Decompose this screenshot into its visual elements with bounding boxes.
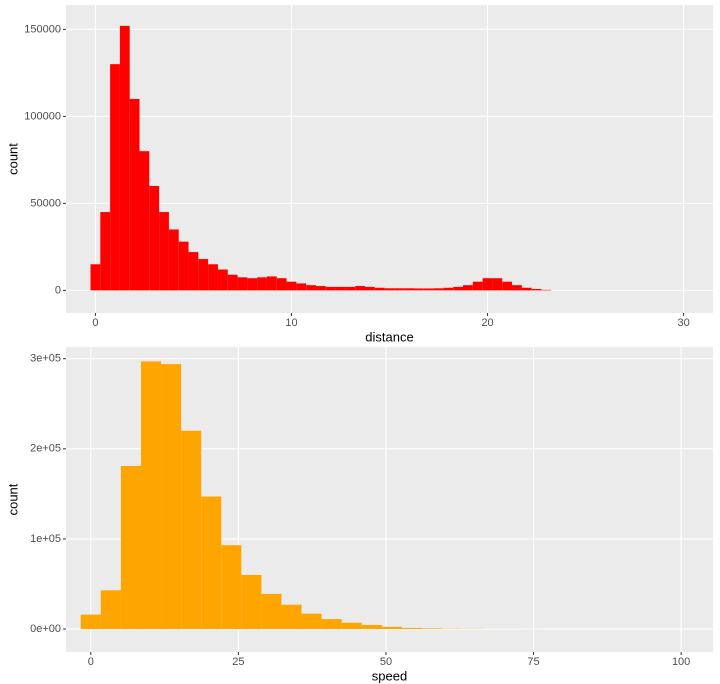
bar — [325, 286, 336, 291]
bar — [301, 613, 322, 630]
x-tick-label: 25 — [232, 656, 244, 668]
bar — [345, 286, 356, 291]
bar — [404, 288, 415, 291]
x-axis-title: distance — [365, 329, 413, 344]
bar — [296, 283, 307, 291]
bar — [335, 286, 346, 291]
bar — [423, 288, 434, 291]
x-tick-label: 50 — [380, 656, 392, 668]
bar — [541, 289, 552, 291]
bar — [227, 274, 238, 291]
bar — [531, 288, 542, 291]
bar — [237, 277, 248, 291]
bar — [394, 288, 405, 291]
bar — [221, 545, 242, 630]
bar — [178, 241, 189, 291]
bar — [119, 25, 130, 291]
bar — [181, 430, 202, 630]
x-tick-label: 10 — [285, 317, 297, 329]
bar — [276, 278, 287, 291]
y-tick-label: 2e+05 — [30, 443, 61, 455]
bar — [120, 465, 141, 630]
x-tick-label: 30 — [677, 317, 689, 329]
bar — [401, 627, 422, 630]
bar — [168, 229, 179, 291]
bar — [90, 264, 101, 291]
bar — [472, 281, 483, 291]
bar — [512, 285, 522, 291]
bar — [321, 619, 342, 630]
bar — [110, 64, 120, 291]
x-tick-label: 0 — [92, 317, 98, 329]
bar — [257, 277, 267, 291]
bar — [355, 286, 365, 291]
x-tick-label: 20 — [481, 317, 493, 329]
bar — [159, 212, 169, 291]
bar — [217, 269, 228, 291]
bar — [341, 622, 362, 630]
bar — [100, 590, 121, 630]
x-axis-title: speed — [372, 668, 407, 683]
bar — [381, 626, 402, 630]
bar — [161, 364, 182, 630]
bar — [384, 288, 395, 291]
x-tick-label: 0 — [88, 656, 94, 668]
bar — [421, 628, 443, 630]
y-tick-label: 0e+00 — [30, 623, 61, 635]
bar — [521, 287, 532, 291]
bar — [281, 604, 302, 630]
x-tick-label: 100 — [672, 656, 690, 668]
y-axis-title: count — [5, 143, 20, 175]
bar — [374, 287, 385, 291]
bar — [286, 281, 297, 291]
bar — [433, 288, 444, 291]
bar — [502, 281, 513, 291]
bar — [463, 285, 473, 291]
y-tick-label: 3e+05 — [30, 353, 61, 365]
bar — [139, 151, 150, 291]
bar — [247, 278, 258, 291]
bar — [492, 278, 503, 291]
bar — [188, 252, 199, 291]
bar — [315, 286, 326, 291]
bar — [149, 185, 160, 291]
bar — [80, 614, 101, 630]
bar — [453, 286, 464, 291]
bar — [261, 593, 282, 630]
y-tick-label: 1e+05 — [30, 533, 61, 545]
bar — [140, 361, 162, 630]
bar — [482, 278, 493, 291]
bar — [129, 98, 140, 291]
bar — [100, 212, 111, 291]
y-tick-label: 150000 — [24, 23, 61, 35]
bar — [241, 574, 262, 630]
y-tick-label: 50000 — [30, 197, 61, 209]
bar — [361, 624, 382, 630]
bar — [266, 276, 277, 291]
y-tick-label: 100000 — [24, 110, 61, 122]
bar — [208, 264, 218, 291]
y-tick-label: 0 — [55, 284, 61, 296]
bar — [364, 286, 375, 291]
bar — [198, 259, 209, 291]
bar — [306, 285, 316, 291]
bar — [201, 496, 222, 630]
bar — [414, 288, 424, 291]
x-tick-label: 75 — [527, 656, 539, 668]
y-axis-title: count — [5, 483, 20, 515]
bar — [443, 287, 454, 291]
